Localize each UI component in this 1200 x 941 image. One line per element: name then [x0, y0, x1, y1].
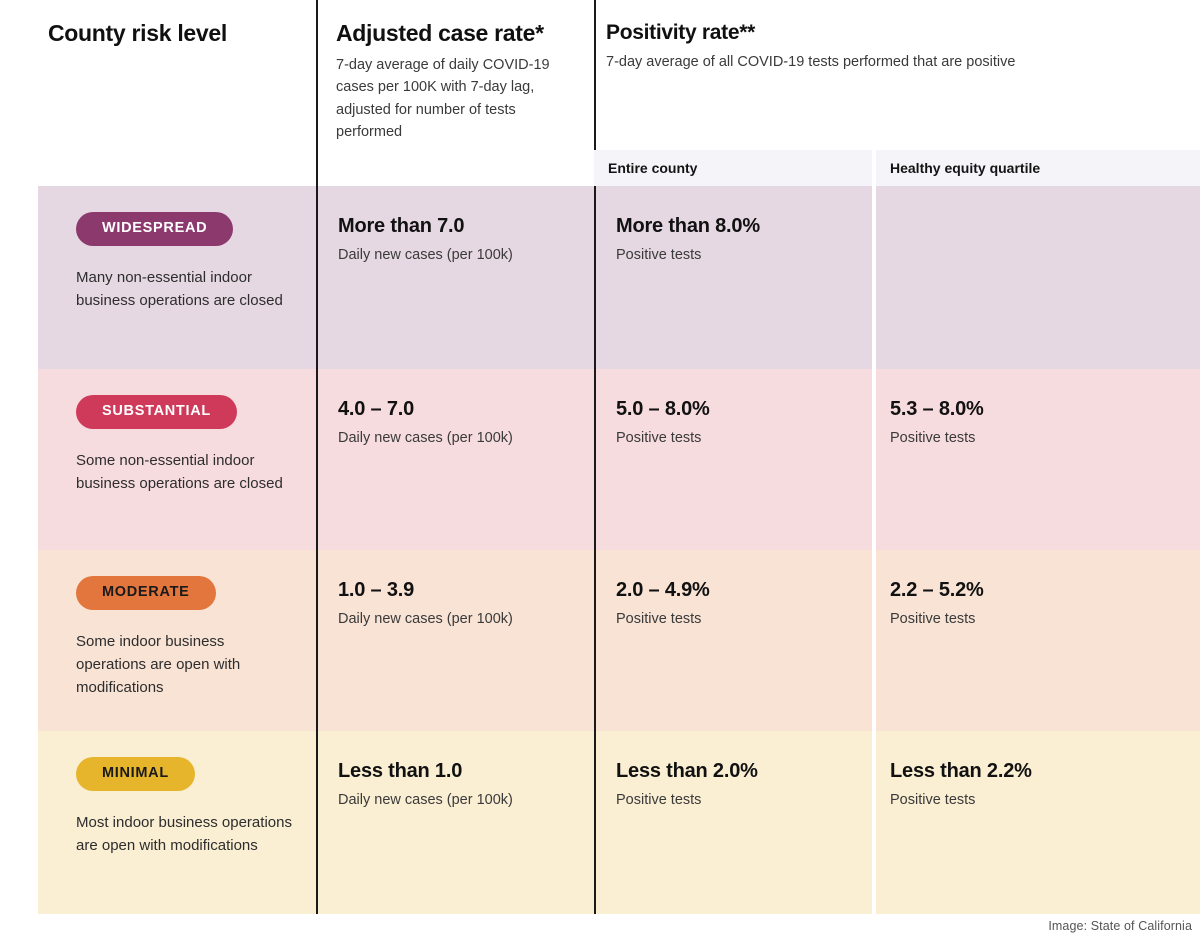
- case-rate-label: Daily new cases (per 100k): [338, 792, 513, 808]
- case-rate-value: 4.0 – 7.0: [338, 398, 415, 420]
- header-cell-positivity-rate: Positivity rate** 7-day average of all C…: [594, 0, 1200, 150]
- entire-county-positivity-cell: 5.0 – 8.0% Positive tests: [594, 369, 872, 550]
- row-column-gap: [872, 186, 876, 369]
- risk-tier-description: Most indoor business operations are open…: [76, 813, 292, 854]
- image-credit: Image: State of California: [1048, 919, 1192, 933]
- case-rate-value: 1.0 – 3.9: [338, 579, 415, 601]
- risk-level-cell: SUBSTANTIAL Some non-essential indoor bus…: [38, 369, 316, 550]
- health-equity-value: 5.3 – 8.0%: [890, 398, 984, 420]
- subheader-health-equity-quartile: Healthy equity quartile: [876, 150, 1200, 186]
- adjusted-case-rate-cell: Less than 1.0 Daily new cases (per 100k): [316, 731, 594, 914]
- risk-level-cell: WIDESPREAD Many non-essential indoor busi…: [38, 186, 316, 369]
- positivity-rate-title: Positivity rate**: [606, 21, 755, 44]
- risk-tier-badge[interactable]: MINIMAL: [76, 757, 195, 791]
- health-equity-label: Positive tests: [890, 792, 976, 808]
- health-equity-positivity-cell: 5.3 – 8.0% Positive tests: [876, 369, 1200, 550]
- case-rate-title: Adjusted case rate*: [336, 20, 544, 46]
- table-row: SUBSTANTIAL Some non-essential indoor bus…: [0, 369, 1200, 550]
- row-left-margin: [0, 731, 38, 914]
- health-equity-positivity-cell: 2.2 – 5.2% Positive tests: [876, 550, 1200, 731]
- risk-tier-badge[interactable]: SUBSTANTIAL: [76, 395, 237, 429]
- adjusted-case-rate-cell: 4.0 – 7.0 Daily new cases (per 100k): [316, 369, 594, 550]
- tier-grid: County risk level Adjusted case rate* 7-…: [0, 0, 1200, 914]
- subheader-column-gap: [872, 150, 876, 186]
- entire-county-value: 5.0 – 8.0%: [616, 398, 710, 420]
- risk-level-cell: MODERATE Some indoor business operations …: [38, 550, 316, 731]
- table-header-row: County risk level Adjusted case rate* 7-…: [0, 0, 1200, 150]
- entire-county-label: Positive tests: [616, 430, 702, 446]
- case-rate-label: Daily new cases (per 100k): [338, 611, 513, 627]
- table-row: MODERATE Some indoor business operations …: [0, 550, 1200, 731]
- health-equity-value: Less than 2.2%: [890, 760, 1032, 782]
- case-rate-value: More than 7.0: [338, 215, 465, 237]
- entire-county-value: More than 8.0%: [616, 215, 760, 237]
- table-row: MINIMAL Most indoor business operations a…: [0, 731, 1200, 914]
- row-left-margin: [0, 550, 38, 731]
- row-column-gap: [872, 731, 876, 914]
- risk-tier-description: Many non-essential indoor business opera…: [76, 268, 283, 309]
- table-body: WIDESPREAD Many non-essential indoor busi…: [0, 186, 1200, 914]
- header-cell-risk-level: County risk level: [0, 0, 316, 150]
- header-cell-case-rate: Adjusted case rate* 7-day average of dai…: [316, 0, 594, 150]
- table-subheader-row: Entire county Healthy equity quartile: [0, 150, 1200, 186]
- health-equity-positivity-cell: [876, 186, 1200, 369]
- risk-level-cell: MINIMAL Most indoor business operations a…: [38, 731, 316, 914]
- row-left-margin: [0, 186, 38, 369]
- row-column-gap: [872, 550, 876, 731]
- entire-county-value: Less than 2.0%: [616, 760, 758, 782]
- health-equity-label: Positive tests: [890, 611, 976, 627]
- row-column-gap: [872, 369, 876, 550]
- page-title: County risk level: [48, 20, 227, 46]
- health-equity-positivity-cell: Less than 2.2% Positive tests: [876, 731, 1200, 914]
- adjusted-case-rate-cell: 1.0 – 3.9 Daily new cases (per 100k): [316, 550, 594, 731]
- case-rate-label: Daily new cases (per 100k): [338, 430, 513, 446]
- risk-tier-description: Some non-essential indoor business opera…: [76, 451, 283, 492]
- risk-tier-badge[interactable]: WIDESPREAD: [76, 212, 234, 246]
- subheader-spacer-case: [316, 150, 594, 186]
- entire-county-label: Positive tests: [616, 247, 702, 263]
- health-equity-value: 2.2 – 5.2%: [890, 579, 984, 601]
- health-equity-label: Positive tests: [890, 430, 976, 446]
- subheader-entire-county: Entire county: [594, 150, 872, 186]
- adjusted-case-rate-cell: More than 7.0 Daily new cases (per 100k): [316, 186, 594, 369]
- table-row: WIDESPREAD Many non-essential indoor busi…: [0, 186, 1200, 369]
- entire-county-positivity-cell: 2.0 – 4.9% Positive tests: [594, 550, 872, 731]
- case-rate-label: Daily new cases (per 100k): [338, 247, 513, 263]
- entire-county-label: Positive tests: [616, 611, 702, 627]
- entire-county-positivity-cell: Less than 2.0% Positive tests: [594, 731, 872, 914]
- positivity-rate-subtitle: 7-day average of all COVID-19 tests perf…: [606, 54, 1016, 71]
- case-rate-value: Less than 1.0: [338, 760, 463, 782]
- entire-county-positivity-cell: More than 8.0% Positive tests: [594, 186, 872, 369]
- risk-tier-description: Some indoor business operations are open…: [76, 632, 241, 697]
- row-left-margin: [0, 369, 38, 550]
- risk-tier-badge[interactable]: MODERATE: [76, 576, 216, 610]
- subheader-spacer-risk: [0, 150, 316, 186]
- case-rate-subtitle: 7-day average of daily COVID-19 cases pe…: [336, 56, 550, 140]
- entire-county-label: Positive tests: [616, 792, 702, 808]
- entire-county-value: 2.0 – 4.9%: [616, 579, 710, 601]
